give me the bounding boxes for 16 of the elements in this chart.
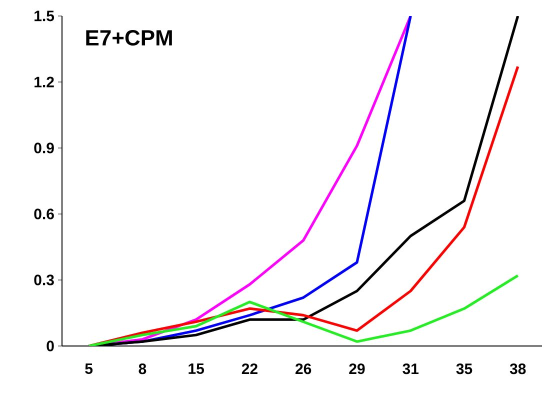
x-tick-label: 29 — [349, 364, 365, 374]
y-tick-label: 1.5 — [34, 10, 54, 22]
x-tick-label: 8 — [138, 364, 146, 374]
y-tick-label: 0.6 — [34, 208, 54, 220]
y-tick-label: 0.9 — [34, 142, 54, 154]
x-tick-label: 35 — [456, 364, 472, 374]
x-tick-label: 15 — [188, 364, 204, 374]
y-tick-label: 0 — [46, 340, 54, 352]
y-tick-label: 1.2 — [34, 76, 54, 88]
y-tick-label: 0.3 — [34, 274, 54, 286]
x-tick-label: 22 — [242, 364, 258, 374]
chart-title: E7+CPM — [86, 30, 172, 46]
x-tick-label: 38 — [510, 364, 526, 374]
x-tick-label: 26 — [296, 364, 312, 374]
x-tick-label: 5 — [85, 364, 93, 374]
x-tick-label: 31 — [402, 364, 419, 374]
